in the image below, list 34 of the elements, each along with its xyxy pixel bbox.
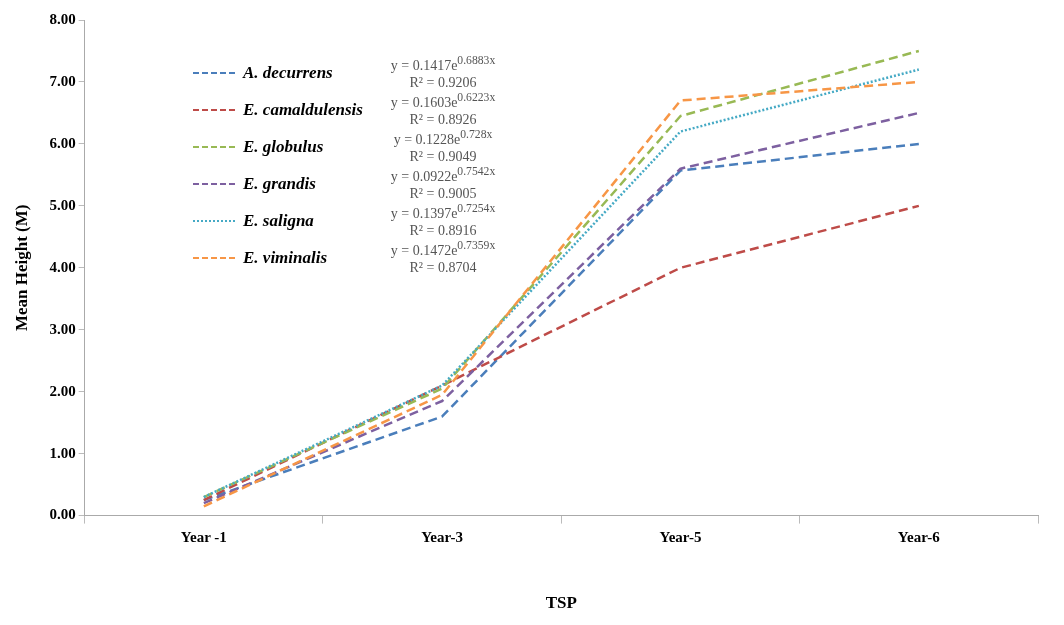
annotation: R² = 0.9206	[408, 73, 478, 91]
legend-label: E. camaldulensis	[243, 99, 363, 120]
annotation: R² = 0.8704	[408, 258, 478, 276]
line-series	[202, 204, 921, 502]
y-tick-label: 0.00	[49, 506, 76, 523]
annotation: R² = 0.8926	[408, 110, 478, 128]
annotation: R² = 0.9049	[408, 147, 478, 165]
legend-label: E. saligna	[243, 210, 314, 231]
annotation: y = 0.1228e$^{0.728x}$	[392, 127, 494, 148]
y-tick-label: 4.00	[49, 258, 76, 275]
annotation: R² = 0.9005	[408, 184, 478, 202]
annotation: y = 0.1397e$^{0.7254x}$	[389, 201, 497, 222]
annotation: y = 0.0922e$^{0.7542x}$	[389, 164, 497, 185]
annotation: y = 0.1603e$^{0.6223x}$	[389, 90, 497, 111]
annotation: y = 0.1472e$^{0.7359x}$	[389, 238, 497, 259]
y-tick-label: 1.00	[49, 444, 76, 461]
y-tick-label: 2.00	[49, 382, 76, 399]
annotation: R² = 0.8916	[408, 221, 478, 239]
y-tick-label: 8.00	[49, 10, 76, 27]
legend-label: E. globulus	[243, 136, 324, 157]
y-tick-label: 7.00	[49, 72, 76, 89]
x-tick-label: Year-5	[659, 529, 702, 546]
y-tick-label: 3.00	[49, 320, 76, 337]
legend-label: A. decurrens	[243, 62, 333, 83]
y-tick-label: 6.00	[49, 134, 76, 151]
x-tick-label: Year-3	[421, 529, 464, 546]
x-axis-title: TSP	[545, 593, 577, 613]
legend-label: E. viminalis	[243, 247, 328, 268]
x-tick-label: Year-6	[897, 529, 941, 546]
annotation: y = 0.1417e$^{0.6883x}$	[389, 53, 497, 74]
legend-label: E. grandis	[243, 173, 316, 194]
y-tick-label: 5.00	[49, 196, 76, 213]
y-axis-title: Mean Height (M)	[11, 204, 31, 332]
x-tick-label: Year -1	[180, 529, 227, 546]
